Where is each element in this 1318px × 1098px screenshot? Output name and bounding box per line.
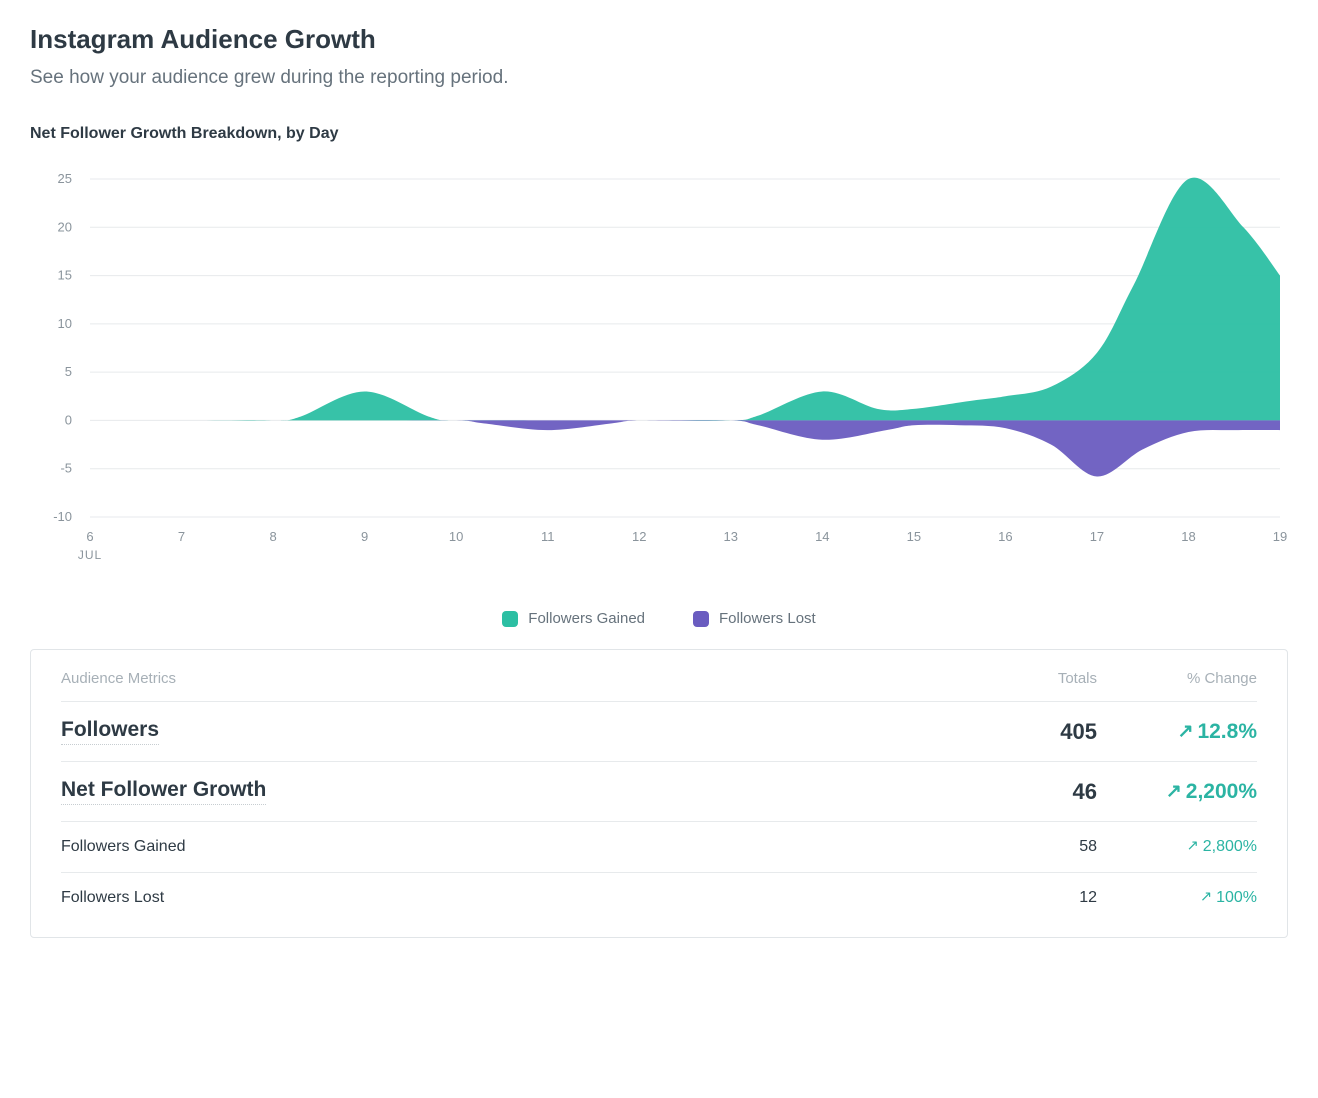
series-followers-lost [90, 420, 1280, 477]
svg-text:12: 12 [632, 529, 646, 544]
metric-total: 46 [977, 779, 1097, 805]
svg-text:9: 9 [361, 529, 368, 544]
metric-change: ↗2,800% [1097, 838, 1257, 856]
metric-total: 12 [977, 889, 1097, 907]
metric-change: ↗2,200% [1097, 780, 1257, 804]
metric-change-value: 2,800% [1203, 838, 1257, 855]
metric-name: Followers [61, 718, 159, 745]
chart-legend: Followers Gained Followers Lost [30, 610, 1288, 627]
arrow-up-icon: ↗ [1200, 889, 1212, 905]
svg-text:JUL: JUL [78, 548, 102, 562]
metric-row: Followers Gained58↗2,800% [61, 821, 1257, 872]
metric-row: Followers Lost12↗100% [61, 872, 1257, 923]
metric-row: Followers405↗12.8% [61, 701, 1257, 761]
arrow-up-icon: ↗ [1178, 720, 1194, 743]
svg-text:7: 7 [178, 529, 185, 544]
metric-row: Net Follower Growth46↗2,200% [61, 761, 1257, 821]
svg-text:15: 15 [58, 268, 72, 283]
svg-text:5: 5 [65, 364, 72, 379]
audience-metrics-card: Audience Metrics Totals % Change Followe… [30, 649, 1288, 938]
svg-text:8: 8 [269, 529, 276, 544]
svg-text:14: 14 [815, 529, 829, 544]
metric-change: ↗100% [1097, 889, 1257, 907]
metric-name: Followers Lost [61, 889, 164, 906]
metric-name: Net Follower Growth [61, 778, 266, 805]
svg-text:20: 20 [58, 219, 72, 234]
metric-total: 58 [977, 838, 1097, 856]
metric-change-value: 2,200% [1186, 780, 1257, 803]
svg-text:10: 10 [58, 316, 72, 331]
series-followers-gained [90, 178, 1280, 421]
svg-text:16: 16 [998, 529, 1012, 544]
svg-text:19: 19 [1273, 529, 1287, 544]
svg-text:10: 10 [449, 529, 463, 544]
svg-text:13: 13 [724, 529, 738, 544]
svg-text:0: 0 [65, 412, 72, 427]
legend-label: Followers Lost [719, 610, 816, 627]
metrics-rows: Followers405↗12.8%Net Follower Growth46↗… [61, 701, 1257, 923]
svg-text:15: 15 [907, 529, 921, 544]
metric-change-value: 12.8% [1197, 720, 1257, 743]
legend-item: Followers Lost [693, 610, 816, 627]
svg-text:18: 18 [1181, 529, 1195, 544]
svg-text:17: 17 [1090, 529, 1104, 544]
metric-name: Followers Gained [61, 838, 186, 855]
metric-change-value: 100% [1216, 889, 1257, 906]
legend-swatch [693, 611, 709, 627]
net-follower-chart: -10 -5 0 5 10 15 20 25 6 JUL 7 8 9 10 11 12 13 14 15 16 17 18… [30, 167, 1288, 627]
metric-change: ↗12.8% [1097, 720, 1257, 744]
svg-text:-10: -10 [53, 509, 72, 524]
metrics-header-change: % Change [1097, 670, 1257, 687]
chart-svg: -10 -5 0 5 10 15 20 25 6 JUL 7 8 9 10 11 12 13 14 15 16 17 18… [30, 167, 1288, 587]
chart-title: Net Follower Growth Breakdown, by Day [30, 125, 1288, 143]
metrics-header-name: Audience Metrics [61, 670, 977, 687]
metrics-header-row: Audience Metrics Totals % Change [61, 670, 1257, 701]
svg-text:6: 6 [86, 529, 93, 544]
legend-swatch [502, 611, 518, 627]
page-title: Instagram Audience Growth [30, 24, 1288, 55]
metric-total: 405 [977, 719, 1097, 745]
svg-text:11: 11 [541, 529, 555, 544]
page-subtitle: See how your audience grew during the re… [30, 67, 1288, 89]
page: Instagram Audience Growth See how your a… [0, 0, 1318, 968]
arrow-up-icon: ↗ [1166, 780, 1182, 803]
arrow-up-icon: ↗ [1187, 838, 1199, 854]
svg-text:25: 25 [58, 171, 72, 186]
metrics-header-totals: Totals [977, 670, 1097, 687]
legend-label: Followers Gained [528, 610, 645, 627]
legend-item: Followers Gained [502, 610, 645, 627]
svg-text:-5: -5 [60, 461, 72, 476]
